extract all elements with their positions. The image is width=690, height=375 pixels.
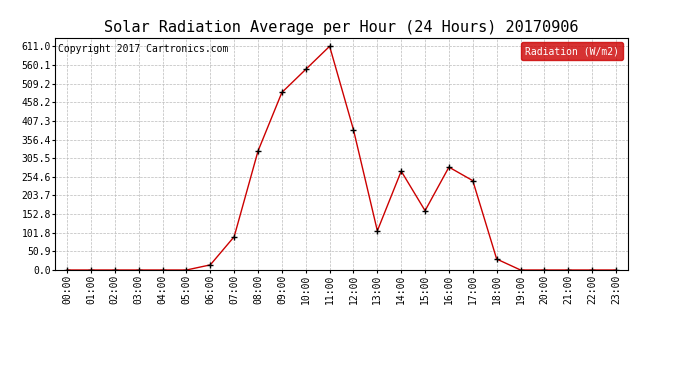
- Text: Copyright 2017 Cartronics.com: Copyright 2017 Cartronics.com: [58, 45, 228, 54]
- Legend: Radiation (W/m2): Radiation (W/m2): [521, 42, 623, 60]
- Title: Solar Radiation Average per Hour (24 Hours) 20170906: Solar Radiation Average per Hour (24 Hou…: [104, 20, 579, 35]
